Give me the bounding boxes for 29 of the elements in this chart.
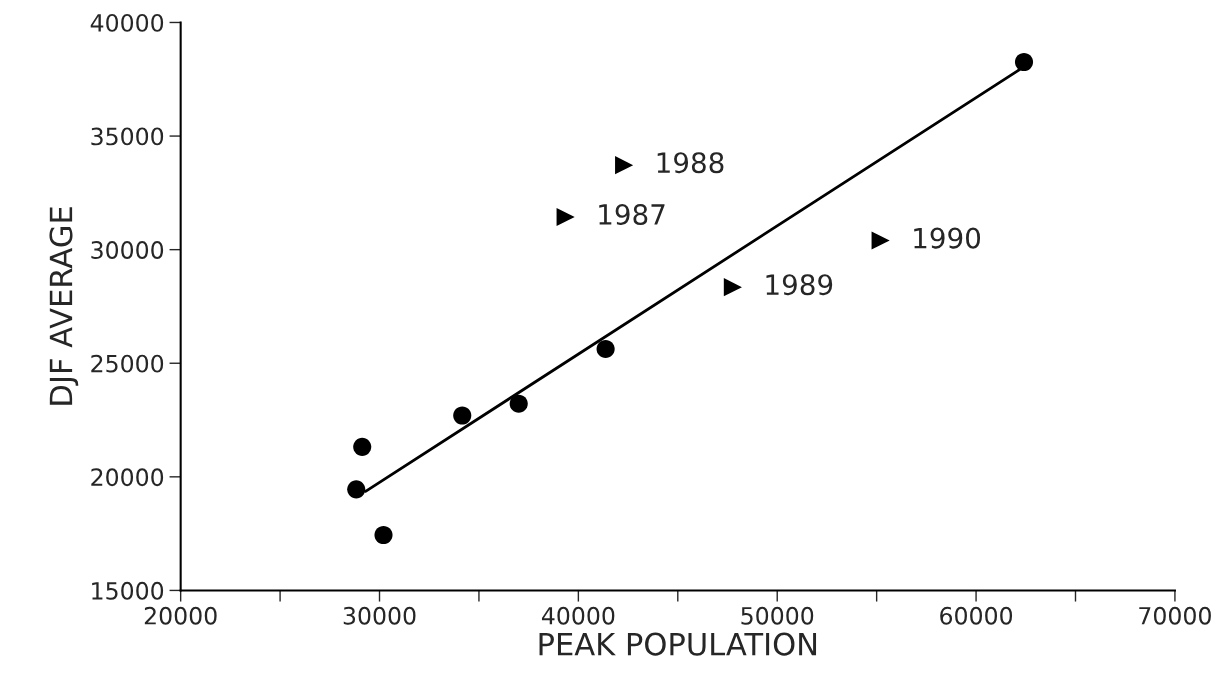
point (1014, 52, 1034, 72)
annotation: 1987 (599, 203, 665, 225)
annotation: 1989 (766, 274, 833, 296)
x-tick-label: 70000 (1139, 606, 1211, 625)
point (374, 525, 393, 545)
point (509, 394, 528, 413)
point (347, 480, 366, 499)
y-tick-label: 35000 (91, 127, 164, 146)
point (871, 231, 890, 250)
x-tick-label: 50000 (741, 606, 814, 625)
y-tick-label: 20000 (91, 468, 164, 487)
y-tick-label: 25000 (91, 354, 164, 373)
annotation: 1990 (914, 227, 981, 249)
x-tick-label: 40000 (541, 606, 615, 625)
point (596, 339, 615, 358)
point (723, 278, 742, 297)
y-tick-label: 15000 (92, 581, 164, 600)
y-axis-title: DJF AVERAGE (49, 207, 79, 405)
y-tick-label: 40000 (90, 13, 164, 32)
point (615, 156, 634, 175)
x-tick-label: 20000 (144, 606, 217, 625)
x-axis-title: PEAK POPULATION (539, 632, 817, 656)
point (353, 437, 372, 456)
y-tick-label: 30000 (91, 241, 164, 259)
point (556, 207, 575, 226)
x-tick-label: 60000 (940, 606, 1013, 625)
point (453, 406, 472, 425)
annotation: 1988 (657, 152, 724, 174)
x-tick-label: 30000 (343, 606, 416, 625)
